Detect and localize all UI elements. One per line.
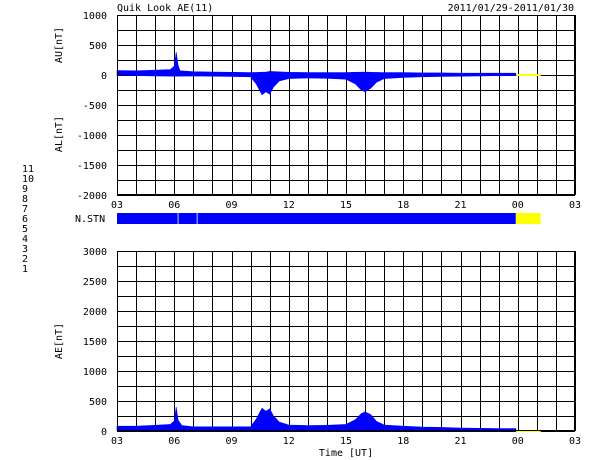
station-legend-item: 10 (22, 174, 34, 185)
x-tick-label: 12 (283, 200, 295, 211)
station-legend-item: 1 (22, 264, 28, 275)
y-tick-label: 1000 (83, 11, 107, 22)
y-tick-label: 0 (101, 71, 107, 82)
x-tick-label: 00 (512, 436, 524, 447)
au-series-area (116, 52, 517, 76)
nstn-segment (117, 213, 516, 224)
y-tick-label: 2000 (83, 307, 107, 318)
station-legend-item: 4 (22, 234, 28, 245)
x-axis-label: Time [UT] (319, 448, 373, 459)
y-tick-label: 500 (89, 41, 107, 52)
x-tick-label: 03 (111, 200, 123, 211)
y-tick-label: -1500 (77, 161, 107, 172)
au-al-panel: 1000 500 0 -500 -1000 -1500 -2000 03 06 09 12 15 18 2… (54, 11, 581, 211)
nstn-segment (515, 213, 541, 224)
x-tick-label: 12 (283, 436, 295, 447)
nstn-panel: N.STN (75, 213, 541, 225)
x-tick-label: 03 (569, 436, 581, 447)
x-tick-label: 06 (168, 436, 180, 447)
x-tick-label: 09 (225, 436, 237, 447)
nstn-label: N.STN (75, 214, 105, 225)
ae-panel: 3000 2500 2000 1500 1000 500 0 03 06 09 12 15 18 21 00… (54, 247, 581, 459)
x-tick-label: 21 (454, 200, 466, 211)
y-tick-label: -500 (83, 101, 107, 112)
y-tick-label: 2500 (83, 277, 107, 288)
station-legend-item: 7 (22, 204, 28, 215)
station-legend-item: 11 (22, 164, 34, 175)
chart-title: Quik Look AE(11) (117, 3, 213, 14)
al-axis-label: AL[nT] (54, 116, 65, 152)
x-tick-label: 03 (569, 200, 581, 211)
y-tick-label: -1000 (77, 131, 107, 142)
y-tick-label: 3000 (83, 247, 107, 258)
station-legend-item: 6 (22, 214, 28, 225)
x-tick-label: 15 (340, 200, 352, 211)
ae-axis-label: AE[nT] (54, 323, 65, 359)
x-tick-label: 00 (512, 200, 524, 211)
y-tick-label: 500 (89, 397, 107, 408)
au-axis-label: AU[nT] (54, 27, 65, 63)
x-tick-label: 09 (225, 200, 237, 211)
x-tick-label: 06 (168, 200, 180, 211)
x-tick-label: 15 (340, 436, 352, 447)
y-tick-label: 1500 (83, 337, 107, 348)
station-legend-item: 8 (22, 194, 28, 205)
y-tick-label: 0 (101, 427, 107, 438)
no-data-marker (515, 74, 541, 76)
plot-frame (117, 15, 575, 195)
x-tick-label: 21 (454, 436, 466, 447)
ae-series-area (116, 406, 517, 432)
x-tick-label: 18 (397, 436, 409, 447)
x-tick-label: 03 (111, 436, 123, 447)
plot-frame (117, 251, 575, 431)
station-legend-item: 5 (22, 224, 28, 235)
date-range: 2011/01/29-2011/01/30 (448, 3, 574, 14)
station-legend-item: 2 (22, 254, 28, 265)
al-series-area (116, 74, 517, 96)
y-tick-label: -2000 (77, 191, 107, 202)
station-legend-item: 3 (22, 244, 28, 255)
station-legend-item: 9 (22, 184, 28, 195)
x-tick-label: 18 (397, 200, 409, 211)
y-tick-label: 1000 (83, 367, 107, 378)
